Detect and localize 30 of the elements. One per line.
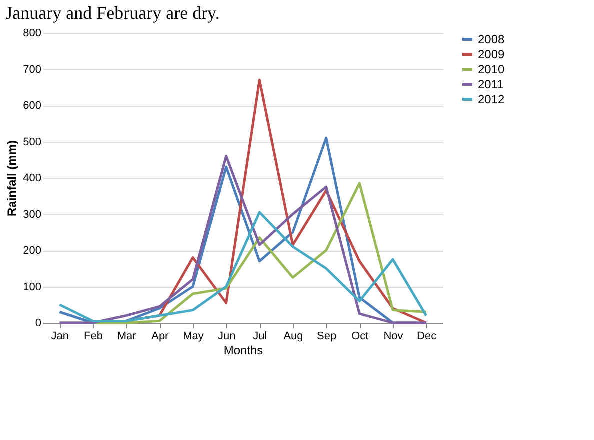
x-tick-label: Nov bbox=[384, 330, 404, 342]
y-tick-label: 600 bbox=[23, 100, 42, 112]
y-tick-label: 800 bbox=[23, 28, 42, 40]
legend-label: 2012 bbox=[478, 92, 506, 106]
y-tick-label: 0 bbox=[35, 318, 42, 330]
y-tick-label: 300 bbox=[23, 208, 42, 221]
x-tick-label: Aug bbox=[284, 330, 304, 342]
x-tick-label: Feb bbox=[84, 330, 103, 342]
y-tick-label: 500 bbox=[23, 136, 42, 148]
y-axis-title: Rainfall (mm) bbox=[5, 140, 20, 217]
legend-label: 2010 bbox=[478, 62, 506, 76]
y-tick-label: 100 bbox=[23, 281, 42, 294]
x-tick-label: Jan bbox=[51, 330, 70, 342]
x-tick-label: Dec bbox=[417, 330, 438, 342]
legend-label: 2009 bbox=[478, 48, 506, 62]
x-tick-label: Jul bbox=[253, 330, 268, 342]
x-tick-label: Oct bbox=[352, 330, 369, 342]
x-tick-label: Mar bbox=[117, 330, 137, 342]
line-series bbox=[58, 211, 428, 322]
y-tick-label: 700 bbox=[23, 64, 42, 76]
x-tick-label: Apr bbox=[152, 330, 170, 342]
x-tick-label: Jun bbox=[218, 330, 236, 342]
y-tick-label: 200 bbox=[23, 245, 42, 257]
x-tick-label: May bbox=[183, 330, 204, 342]
legend-label: 2008 bbox=[478, 32, 506, 46]
y-tick-label: 400 bbox=[23, 172, 42, 184]
x-tick-label: Sep bbox=[317, 330, 337, 342]
legend-label: 2011 bbox=[478, 78, 504, 92]
x-axis-title: Months bbox=[224, 344, 264, 358]
text: January and February are dry. bbox=[6, 3, 220, 23]
